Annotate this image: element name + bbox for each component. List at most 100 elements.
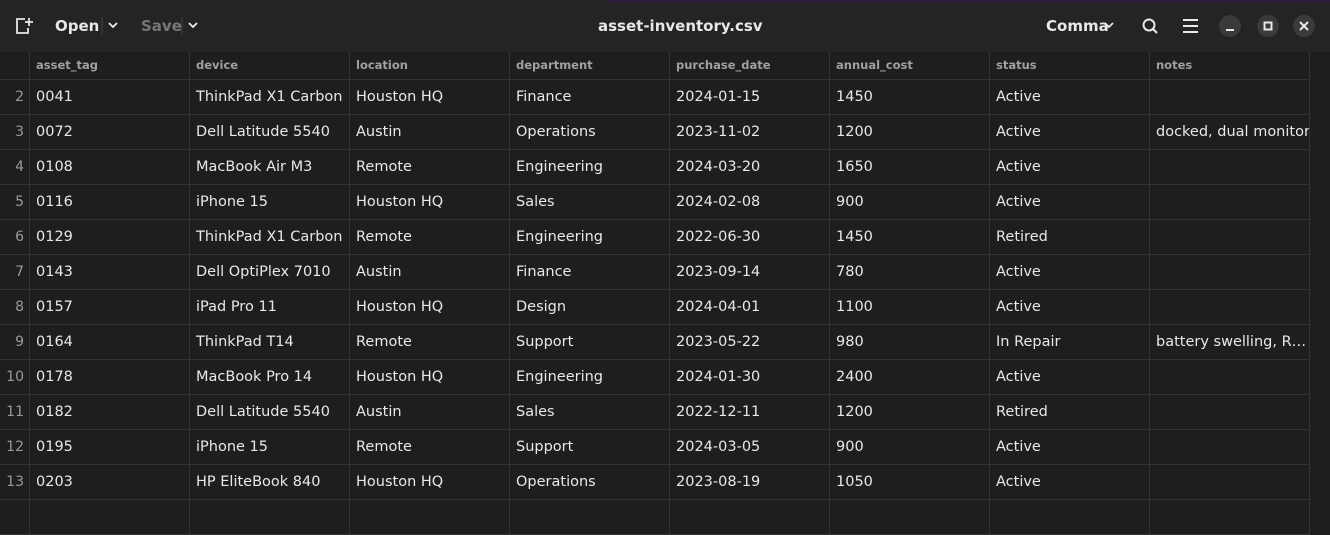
table-cell[interactable]: Remote [350,150,510,185]
table-cell[interactable]: Support [510,430,670,465]
table-cell[interactable]: 780 [830,255,990,290]
table-cell[interactable]: HP EliteBook 840 [190,465,350,500]
table-cell[interactable]: iPhone 15 [190,430,350,465]
table-cell[interactable]: Engineering [510,360,670,395]
table-cell[interactable]: 900 [830,185,990,220]
table-cell[interactable]: Remote [350,325,510,360]
table-cell[interactable]: Active [990,80,1150,115]
table-cell[interactable]: Active [990,465,1150,500]
column-header[interactable]: annual_cost [830,52,990,80]
table-cell[interactable]: Finance [510,255,670,290]
table-cell[interactable]: Finance [510,80,670,115]
table-cell[interactable]: 0164 [30,325,190,360]
table-cell[interactable]: ThinkPad X1 Carbon [190,220,350,255]
table-cell[interactable]: 0129 [30,220,190,255]
table-cell[interactable]: Houston HQ [350,185,510,220]
table-cell[interactable]: 2023-11-02 [670,115,830,150]
table-cell[interactable] [1150,290,1310,325]
column-header[interactable]: asset_tag [30,52,190,80]
table-cell[interactable]: MacBook Pro 14 [190,360,350,395]
table-cell[interactable]: Sales [510,395,670,430]
table-cell[interactable]: Houston HQ [350,360,510,395]
table-cell[interactable]: Remote [350,430,510,465]
search-button[interactable] [1142,18,1158,34]
table-cell[interactable]: 2024-03-20 [670,150,830,185]
table-cell[interactable] [190,500,350,535]
table-cell[interactable]: Engineering [510,220,670,255]
column-header[interactable]: location [350,52,510,80]
column-header[interactable]: notes [1150,52,1310,80]
table-cell[interactable]: 2400 [830,360,990,395]
table-cell[interactable]: 0108 [30,150,190,185]
table-cell[interactable]: Houston HQ [350,465,510,500]
table-cell[interactable]: 2023-08-19 [670,465,830,500]
table-cell[interactable] [1150,255,1310,290]
table-cell[interactable]: Sales [510,185,670,220]
table-cell[interactable]: Active [990,430,1150,465]
table-cell[interactable]: 1050 [830,465,990,500]
table-cell[interactable]: Operations [510,465,670,500]
table-cell[interactable]: 1200 [830,395,990,430]
table-cell[interactable]: Austin [350,395,510,430]
table-cell[interactable]: Active [990,185,1150,220]
table-cell[interactable]: 1650 [830,150,990,185]
table-cell[interactable]: Operations [510,115,670,150]
table-cell[interactable] [830,500,990,535]
new-file-icon[interactable] [16,18,33,34]
table-cell[interactable]: Dell OptiPlex 7010 [190,255,350,290]
table-cell[interactable]: Active [990,150,1150,185]
table-cell[interactable]: 2022-06-30 [670,220,830,255]
column-header[interactable]: device [190,52,350,80]
table-cell[interactable]: Austin [350,115,510,150]
table-cell[interactable]: 0143 [30,255,190,290]
table-cell[interactable]: 2023-09-14 [670,255,830,290]
table-cell[interactable]: Retired [990,220,1150,255]
delimiter-chevron[interactable] [1104,22,1114,29]
table-cell[interactable]: 0182 [30,395,190,430]
table-cell[interactable]: Austin [350,255,510,290]
save-menu-chevron[interactable] [188,22,198,29]
table-cell[interactable] [1150,220,1310,255]
table-cell[interactable]: iPad Pro 11 [190,290,350,325]
column-header[interactable]: department [510,52,670,80]
table-cell[interactable] [510,500,670,535]
table-cell[interactable] [1150,465,1310,500]
table-cell[interactable]: 0195 [30,430,190,465]
table-cell[interactable]: 2024-02-08 [670,185,830,220]
table-cell[interactable]: Support [510,325,670,360]
table-cell[interactable]: 2023-05-22 [670,325,830,360]
table-cell[interactable]: 1450 [830,80,990,115]
table-cell[interactable] [670,500,830,535]
table-cell[interactable]: docked, dual monitor [1150,115,1310,150]
table-cell[interactable]: ThinkPad T14 [190,325,350,360]
table-cell[interactable]: Houston HQ [350,290,510,325]
table-cell[interactable]: 0041 [30,80,190,115]
table-cell[interactable]: 0203 [30,465,190,500]
table-cell[interactable]: Active [990,360,1150,395]
save-button[interactable]: Save [141,17,182,35]
table-cell[interactable]: iPhone 15 [190,185,350,220]
minimize-button[interactable] [1219,15,1241,37]
table-cell[interactable]: Remote [350,220,510,255]
table-cell[interactable]: 2024-04-01 [670,290,830,325]
maximize-button[interactable] [1257,15,1279,37]
table-cell[interactable]: 0072 [30,115,190,150]
menu-button[interactable] [1183,19,1198,33]
table-cell[interactable]: 2024-01-15 [670,80,830,115]
table-cell[interactable] [30,500,190,535]
table-cell[interactable]: 2022-12-11 [670,395,830,430]
table-cell[interactable]: Dell Latitude 5540 [190,395,350,430]
delimiter-button[interactable]: Comma [1046,17,1109,35]
table-cell[interactable]: battery swelling, R… [1150,325,1310,360]
table-cell[interactable] [1150,430,1310,465]
column-header[interactable]: status [990,52,1150,80]
table-cell[interactable]: 0157 [30,290,190,325]
table-cell[interactable]: Retired [990,395,1150,430]
table-cell[interactable] [1150,80,1310,115]
table-cell[interactable] [1150,185,1310,220]
table-cell[interactable]: Design [510,290,670,325]
table-cell[interactable]: Dell Latitude 5540 [190,115,350,150]
table-cell[interactable]: Active [990,115,1150,150]
table-cell[interactable]: Engineering [510,150,670,185]
table-cell[interactable] [1150,500,1310,535]
